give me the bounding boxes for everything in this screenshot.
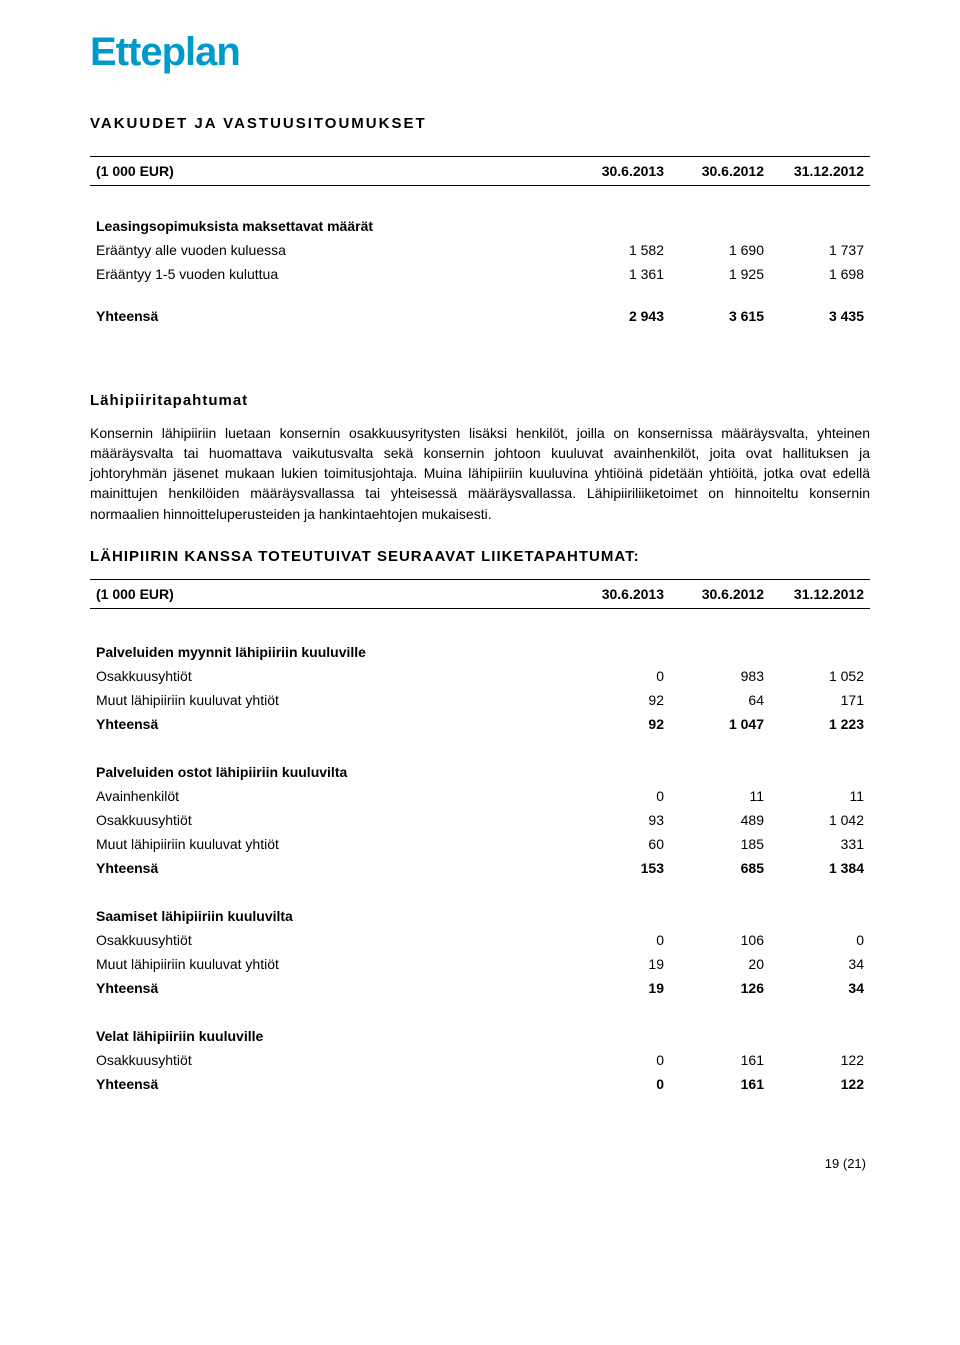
total-val: 3 615 (670, 304, 770, 328)
total-val: 1 047 (670, 712, 770, 736)
total-label: Yhteensä (90, 1072, 570, 1096)
total-label: Yhteensä (90, 712, 570, 736)
col-header: 30.6.2013 (570, 579, 670, 608)
table-row: Osakkuusyhtiöt01060 (90, 928, 870, 952)
table-leasing: (1 000 EUR) 30.6.2013 30.6.2012 31.12.20… (90, 156, 870, 328)
group-title: Palveluiden ostot lähipiiriin kuuluvilta (90, 750, 870, 784)
cell-val: 489 (670, 808, 770, 832)
section3-title: LÄHIPIIRIN KANSSA TOTEUTUIVAT SEURAAVAT … (90, 548, 870, 565)
cell-val: 1 698 (770, 262, 870, 286)
cell-val: 0 (570, 1048, 670, 1072)
cell-val: 1 582 (570, 238, 670, 262)
cell-val: 19 (570, 952, 670, 976)
cell-val: 0 (570, 928, 670, 952)
cell-val: 983 (670, 664, 770, 688)
col-header: 30.6.2012 (670, 157, 770, 186)
total-val: 34 (770, 976, 870, 1000)
total-val: 1 223 (770, 712, 870, 736)
table-row: Muut lähipiiriin kuuluvat yhtiöt192034 (90, 952, 870, 976)
total-val: 1 384 (770, 856, 870, 880)
col-header: 30.6.2013 (570, 157, 670, 186)
col-header: (1 000 EUR) (90, 157, 570, 186)
cell-val: 11 (770, 784, 870, 808)
cell-val: 0 (570, 664, 670, 688)
total-label: Yhteensä (90, 304, 570, 328)
table-related-party: (1 000 EUR) 30.6.2013 30.6.2012 31.12.20… (90, 579, 870, 1097)
total-row: Yhteensä0161122 (90, 1072, 870, 1096)
cell-val: 1 042 (770, 808, 870, 832)
cell-val: 1 052 (770, 664, 870, 688)
col-header: 30.6.2012 (670, 579, 770, 608)
total-val: 19 (570, 976, 670, 1000)
cell-val: 161 (670, 1048, 770, 1072)
total-val: 92 (570, 712, 670, 736)
cell-label: Osakkuusyhtiöt (90, 664, 570, 688)
cell-label: Osakkuusyhtiöt (90, 1048, 570, 1072)
total-val: 122 (770, 1072, 870, 1096)
cell-label: Erääntyy alle vuoden kuluessa (90, 238, 570, 262)
cell-label: Muut lähipiiriin kuuluvat yhtiöt (90, 952, 570, 976)
table-row: Erääntyy alle vuoden kuluessa1 5821 6901… (90, 238, 870, 262)
total-row: Yhteensä1536851 384 (90, 856, 870, 880)
cell-label: Muut lähipiiriin kuuluvat yhtiöt (90, 688, 570, 712)
cell-val: 0 (770, 928, 870, 952)
cell-label: Osakkuusyhtiöt (90, 808, 570, 832)
cell-label: Muut lähipiiriin kuuluvat yhtiöt (90, 832, 570, 856)
table-row: Osakkuusyhtiöt0161122 (90, 1048, 870, 1072)
total-row: Yhteensä921 0471 223 (90, 712, 870, 736)
section2-title: Lähipiiritapahtumat (90, 392, 870, 409)
table-row: Osakkuusyhtiöt09831 052 (90, 664, 870, 688)
group-title: Saamiset lähipiiriin kuuluvilta (90, 894, 870, 928)
total-val: 2 943 (570, 304, 670, 328)
cell-val: 34 (770, 952, 870, 976)
cell-val: 20 (670, 952, 770, 976)
group-title: Velat lähipiiriin kuuluville (90, 1014, 870, 1048)
table-row: Avainhenkilöt01111 (90, 784, 870, 808)
group-title: Palveluiden myynnit lähipiiriin kuuluvil… (90, 630, 870, 664)
cell-val: 106 (670, 928, 770, 952)
cell-val: 122 (770, 1048, 870, 1072)
table-row: Erääntyy 1-5 vuoden kuluttua1 3611 9251 … (90, 262, 870, 286)
total-label: Yhteensä (90, 976, 570, 1000)
cell-val: 1 690 (670, 238, 770, 262)
table-row: Muut lähipiiriin kuuluvat yhtiöt60185331 (90, 832, 870, 856)
cell-val: 0 (570, 784, 670, 808)
cell-val: 64 (670, 688, 770, 712)
total-row: Yhteensä1912634 (90, 976, 870, 1000)
cell-label: Osakkuusyhtiöt (90, 928, 570, 952)
section1-title: VAKUUDET JA VASTUUSITOUMUKSET (90, 115, 870, 132)
cell-val: 11 (670, 784, 770, 808)
cell-val: 171 (770, 688, 870, 712)
col-header: (1 000 EUR) (90, 579, 570, 608)
cell-val: 1 737 (770, 238, 870, 262)
total-val: 161 (670, 1072, 770, 1096)
table-row: Osakkuusyhtiöt934891 042 (90, 808, 870, 832)
table-row: Muut lähipiiriin kuuluvat yhtiöt9264171 (90, 688, 870, 712)
total-val: 3 435 (770, 304, 870, 328)
cell-val: 331 (770, 832, 870, 856)
cell-label: Erääntyy 1-5 vuoden kuluttua (90, 262, 570, 286)
cell-val: 92 (570, 688, 670, 712)
cell-val: 60 (570, 832, 670, 856)
cell-val: 1 361 (570, 262, 670, 286)
total-label: Yhteensä (90, 856, 570, 880)
body-paragraph: Konsernin lähipiiriin luetaan konsernin … (90, 423, 870, 524)
page-number: 19 (21) (90, 1156, 870, 1171)
col-header: 31.12.2012 (770, 579, 870, 608)
total-val: 0 (570, 1072, 670, 1096)
cell-val: 93 (570, 808, 670, 832)
logo: Etteplan (90, 30, 870, 75)
total-val: 153 (570, 856, 670, 880)
col-header: 31.12.2012 (770, 157, 870, 186)
leasing-title: Leasingsopimuksista maksettavat määrät (90, 204, 870, 238)
total-val: 126 (670, 976, 770, 1000)
total-val: 685 (670, 856, 770, 880)
cell-val: 185 (670, 832, 770, 856)
cell-label: Avainhenkilöt (90, 784, 570, 808)
cell-val: 1 925 (670, 262, 770, 286)
